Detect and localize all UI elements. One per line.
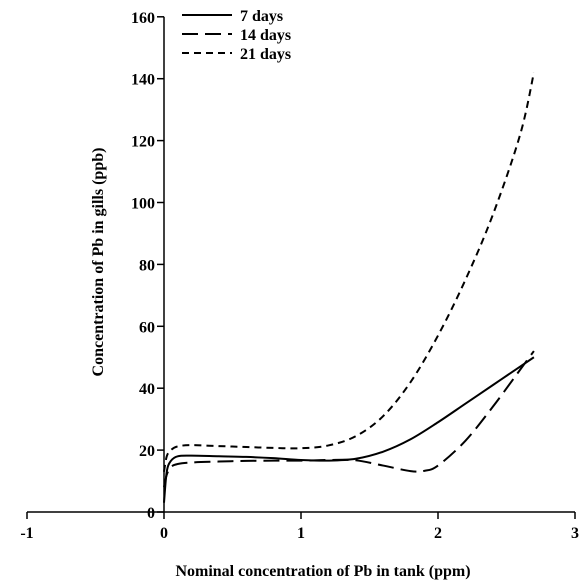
ticks: -1 0 1 2 3 0 20 40 60 80 100 120 140 160 (20, 10, 579, 542)
y-tick-label: 100 (131, 196, 155, 213)
x-tick-label: -1 (20, 525, 33, 542)
y-tick-label: 40 (139, 381, 155, 398)
y-tick-label: 60 (139, 319, 155, 336)
series-line-1 (163, 356, 535, 503)
y-tick-label: 160 (131, 10, 155, 27)
x-tick-label: 3 (571, 525, 579, 542)
legend-label: 21 days (240, 46, 291, 63)
series-line-2 (163, 350, 535, 488)
y-axis-label: Concentration of Pb in gills (ppb) (90, 148, 107, 377)
y-tick-label: 0 (147, 505, 155, 522)
y-tick-label: 120 (131, 134, 155, 151)
series-line-3 (163, 72, 535, 472)
y-tick-label: 140 (131, 72, 155, 89)
legend: 7 days 14 days 21 days (182, 8, 291, 63)
legend-label: 7 days (240, 8, 283, 25)
y-tick-label: 20 (139, 443, 155, 460)
x-axis-label: Nominal concentration of Pb in tank (ppm… (175, 563, 470, 580)
axes (27, 16, 575, 513)
y-tick-label: 80 (139, 257, 155, 274)
legend-label: 14 days (240, 27, 291, 44)
series-lines (163, 72, 535, 503)
x-tick-label: 1 (297, 525, 305, 542)
x-tick-label: 2 (434, 525, 442, 542)
x-tick-label: 0 (160, 525, 168, 542)
